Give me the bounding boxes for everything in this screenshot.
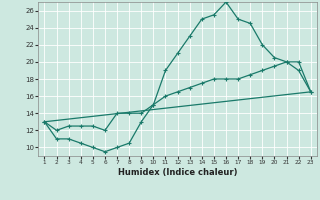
X-axis label: Humidex (Indice chaleur): Humidex (Indice chaleur) [118,168,237,177]
